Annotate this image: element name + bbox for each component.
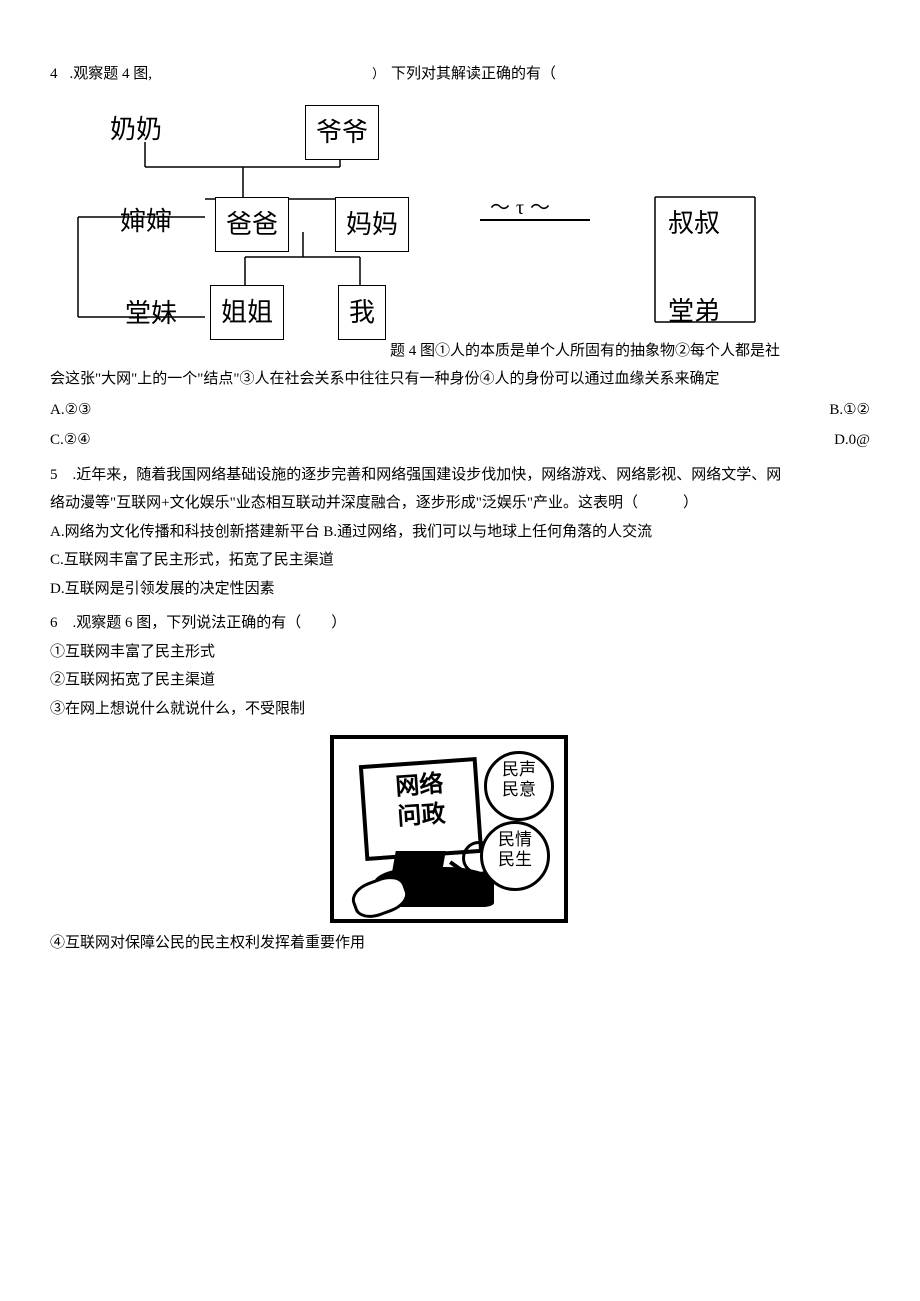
- q6-number: 6: [50, 615, 58, 631]
- bubble-bottom-l1: 民情: [483, 830, 547, 850]
- q6-head: 6 .观察题 6 图，下列说法正确的有（ ）: [50, 609, 870, 638]
- node-yeye: 爷爷: [305, 105, 379, 160]
- q6-head-text: .观察题 6 图，下列说法正确的有（ ）: [73, 615, 347, 631]
- q4-options-row2: C.②④ D.0@: [50, 426, 870, 455]
- q4-options-row1: A.②③ B.①②: [50, 396, 870, 425]
- q4-option-c: C.②④: [50, 426, 91, 455]
- node-nainai: 奶奶: [110, 105, 162, 154]
- node-shenshen: 婶婶: [120, 197, 172, 246]
- q4-caption-2: 会这张"大网"上的一个"结点"③人在社会关系中往往只有一种身份④人的身份可以通过…: [50, 365, 870, 394]
- node-baba: 爸爸: [215, 197, 289, 252]
- q6-statement-3: ③在网上想说什么就说什么，不受限制: [50, 695, 870, 724]
- q6-statement-4: ④互联网对保障公民的民主权利发挥着重要作用: [50, 929, 870, 958]
- q5-option-d: D.互联网是引领发展的决定性因素: [50, 575, 870, 604]
- node-tangmei: 堂妹: [125, 289, 177, 338]
- node-tangdi: 堂弟: [668, 287, 720, 336]
- q6-statement-1: ①互联网丰富了民主形式: [50, 638, 870, 667]
- q6-figure: 网络 问政 民声 民意 民情 民生: [330, 735, 560, 923]
- q5-number: 5: [50, 467, 58, 483]
- wz-screen-line2: 问政: [366, 797, 478, 835]
- q5-text1: .近年来，随着我国网络基础设施的逐步完善和网络强国建设步伐加快，网络游戏、网络影…: [73, 467, 782, 483]
- node-shushu: 叔叔: [668, 199, 720, 248]
- bubble-top-l1: 民声: [487, 760, 551, 780]
- node-wo: 我: [338, 285, 386, 340]
- node-mama: 妈妈: [335, 197, 409, 252]
- bubble-top: 民声 民意: [484, 751, 554, 821]
- q4-caption-row: 题 4 图①人的本质是单个人所固有的抽象物②每个人都是社: [50, 337, 870, 366]
- q4-head-paren: ）: [372, 62, 385, 87]
- bubble-bottom-l2: 民生: [483, 850, 547, 870]
- q4-head-left: .观察题 4 图,: [70, 60, 153, 89]
- family-tree-diagram: 奶奶 爷爷 婶婶 爸爸 妈妈 ～τ～ 叔叔 堂妹 姐姐 我 堂弟: [50, 97, 870, 327]
- wz-screen: 网络 问政: [359, 757, 483, 861]
- tau-underline: [480, 219, 590, 221]
- q5-line1: 5 .近年来，随着我国网络基础设施的逐步完善和网络强国建设步伐加快，网络游戏、网…: [50, 461, 870, 490]
- q5-option-ab: A.网络为文化传播和科技创新搭建新平台 B.通过网络，我们可以与地球上任何角落的…: [50, 518, 870, 547]
- q4-head-right: 下列对其解读正确的有（: [391, 60, 556, 89]
- q4-caption-1: 题 4 图①人的本质是单个人所固有的抽象物②每个人都是社: [390, 343, 780, 359]
- q6-block: 6 .观察题 6 图，下列说法正确的有（ ） ①互联网丰富了民主形式 ②互联网拓…: [50, 609, 870, 958]
- q4-heading: 4 .观察题 4 图, ） 下列对其解读正确的有（: [50, 60, 870, 89]
- q4-option-a: A.②③: [50, 396, 91, 425]
- q6-statement-2: ②互联网拓宽了民主渠道: [50, 666, 870, 695]
- q4-option-d: D.0@: [834, 426, 870, 455]
- tau-symbol: ～τ～: [490, 189, 556, 227]
- q5-block: 5 .近年来，随着我国网络基础设施的逐步完善和网络强国建设步伐加快，网络游戏、网…: [50, 461, 870, 604]
- wz-frame: 网络 问政 民声 民意 民情 民生: [330, 735, 568, 923]
- node-jiejie: 姐姐: [210, 285, 284, 340]
- q4-option-b: B.①②: [829, 396, 870, 425]
- q5-option-c: C.互联网丰富了民主形式，拓宽了民主渠道: [50, 546, 870, 575]
- q5-line2: 络动漫等"互联网+文化娱乐"业态相互联动并深度融合，逐步形成"泛娱乐"产业。这表…: [50, 489, 870, 518]
- q4-number: 4: [50, 60, 58, 89]
- bubble-top-l2: 民意: [487, 780, 551, 800]
- bubble-bottom: 民情 民生: [480, 821, 550, 891]
